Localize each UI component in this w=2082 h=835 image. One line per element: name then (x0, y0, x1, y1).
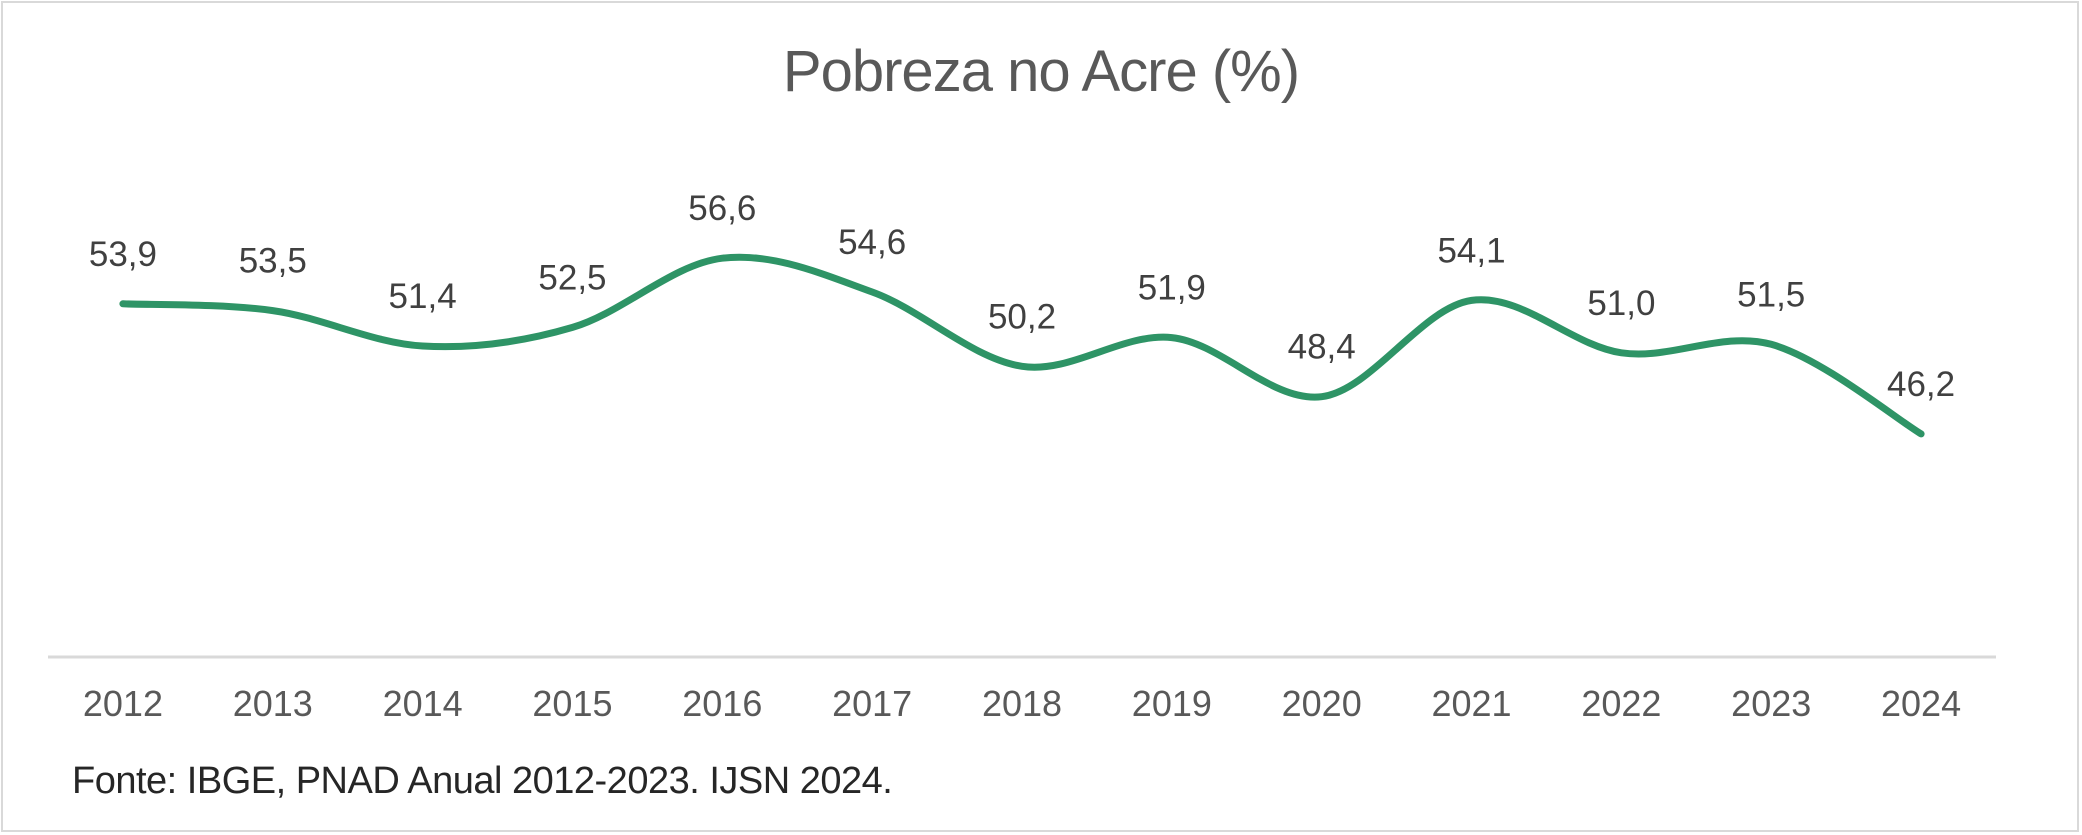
data-label-2023: 51,5 (1737, 275, 1805, 314)
series-layer (119, 253, 1925, 438)
data-label-2017: 54,6 (838, 223, 906, 262)
data-label-2015: 52,5 (538, 258, 606, 297)
data-label-2012: 53,9 (89, 235, 157, 274)
x-tick-label-2017: 2017 (832, 683, 912, 724)
data-label-2020: 48,4 (1288, 328, 1356, 367)
x-tick-label-2024: 2024 (1881, 683, 1961, 724)
data-label-2014: 51,4 (389, 277, 457, 316)
x-tick-label-2022: 2022 (1581, 683, 1661, 724)
x-tick-label-2018: 2018 (982, 683, 1062, 724)
x-tick-label-2016: 2016 (682, 683, 762, 724)
data-label-2024: 46,2 (1887, 365, 1955, 404)
x-tick-label-2013: 2013 (233, 683, 313, 724)
data-label-2022: 51,0 (1587, 284, 1655, 323)
x-tick-labels: 2012 2013 2014 2015 2016 2017 2018 2019 2020 2021… (83, 683, 1961, 724)
x-tick-label-2014: 2014 (383, 683, 463, 724)
data-label-2016: 56,6 (688, 189, 756, 228)
data-label-2021: 54,1 (1437, 231, 1505, 270)
data-label-2018: 50,2 (988, 297, 1056, 336)
x-tick-label-2020: 2020 (1282, 683, 1362, 724)
data-label-2019: 51,9 (1138, 269, 1206, 308)
chart-title: Pobreza no Acre (%) (782, 39, 1300, 104)
x-tick-label-2012: 2012 (83, 683, 163, 724)
x-tick-label-2019: 2019 (1132, 683, 1212, 724)
data-label-2013: 53,5 (239, 242, 307, 281)
data-labels: 53,9 53,5 51,4 52,5 56,6 54,6 50,2 51,9 48,4 54,1… (89, 189, 1955, 404)
x-tick-label-2015: 2015 (532, 683, 612, 724)
series-line (119, 253, 1925, 438)
x-tick-label-2021: 2021 (1431, 683, 1511, 724)
source-note: Fonte: IBGE, PNAD Anual 2012-2023. IJSN … (72, 760, 893, 802)
x-tick-label-2023: 2023 (1731, 683, 1811, 724)
